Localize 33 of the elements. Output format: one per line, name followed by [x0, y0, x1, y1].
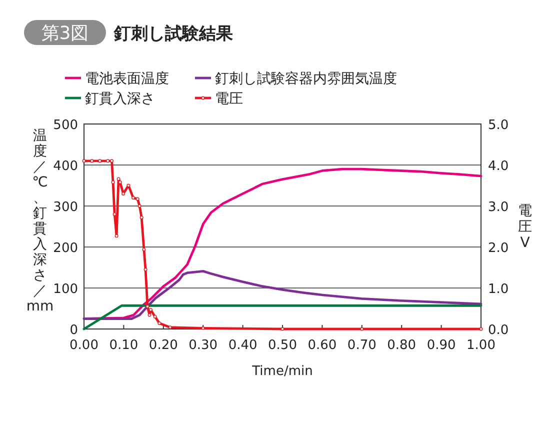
x-tick-label: 1.00	[466, 338, 496, 353]
y2-tick-label: 3.0	[488, 200, 509, 215]
y-tick-label: 200	[53, 241, 78, 256]
legend-label: 釘刺し試験容器内雰囲気温度	[215, 71, 397, 87]
y2-tick-label: 2.0	[488, 241, 509, 256]
y2-tick-label: 1.0	[488, 282, 509, 297]
x-tick-label: 0.00	[70, 338, 98, 353]
y-tick-label: 100	[53, 282, 78, 297]
y2-tick-label: 4.0	[488, 159, 509, 174]
y2-tick-label: 0.0	[488, 323, 509, 338]
y2-tick-label: 5.0	[488, 118, 509, 133]
y-tick-label: 500	[53, 118, 78, 133]
legend-label: 電圧	[215, 91, 243, 107]
chart-title: 釘刺し試験結果	[113, 24, 234, 44]
y-tick-label: 400	[53, 159, 78, 174]
x-tick-label: 0.40	[228, 338, 258, 353]
x-tick-label: 0.90	[426, 338, 456, 353]
y-tick-label: 300	[53, 200, 78, 215]
text: 温度／℃、釘貫入深さ／mm	[26, 128, 54, 314]
y2-axis-title: 電圧 V	[518, 203, 532, 251]
x-tick-label: 0.70	[347, 338, 376, 353]
legend-label: 釘貫入深さ	[85, 91, 155, 107]
x-tick-label: 0.30	[188, 338, 218, 353]
x-tick-label: 0.20	[148, 338, 178, 353]
x-axis-title: Time/min	[251, 364, 313, 379]
x-tick-label: 0.50	[268, 338, 297, 353]
x-tick-label: 0.80	[387, 338, 416, 353]
text: 第3図	[41, 23, 89, 44]
x-tick-label: 0.60	[308, 338, 337, 353]
legend-label: 電池表面温度	[85, 71, 169, 87]
y-tick-label: 0	[70, 323, 78, 338]
line-series	[82, 270, 482, 320]
x-tick-label: 0.10	[109, 338, 138, 353]
